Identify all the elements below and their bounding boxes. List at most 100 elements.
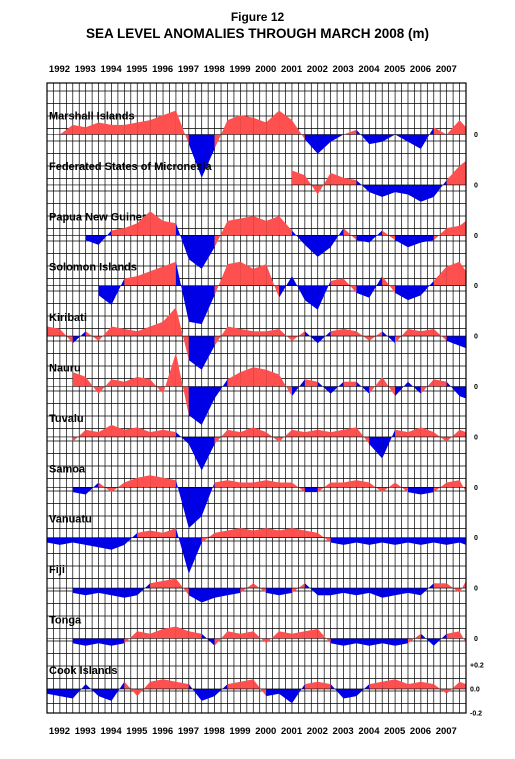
anomaly-area bbox=[459, 429, 466, 437]
anomaly-area bbox=[227, 588, 241, 596]
anomaly-area bbox=[111, 424, 125, 437]
anomaly-area bbox=[395, 537, 408, 545]
anomaly-area bbox=[240, 482, 254, 488]
anomaly-area bbox=[407, 235, 421, 248]
anomaly-area bbox=[137, 583, 151, 596]
anomaly-area bbox=[343, 328, 357, 337]
anomaly-area bbox=[214, 379, 228, 399]
panel-papua-new-guinea: Papua New Guinea 0 bbox=[47, 211, 478, 269]
anomaly-area bbox=[382, 134, 396, 142]
anomaly-area bbox=[201, 688, 215, 701]
anomaly-area bbox=[369, 588, 383, 598]
anomaly-area bbox=[420, 537, 434, 545]
anomaly-area bbox=[279, 631, 292, 639]
x-tick-label: 1998 bbox=[204, 726, 225, 737]
anomaly-area bbox=[253, 679, 267, 697]
anomaly-area bbox=[163, 477, 176, 488]
anomaly-area bbox=[214, 530, 228, 538]
x-tick-label: 2007 bbox=[436, 64, 457, 75]
chart-title: SEA LEVEL ANOMALIES THROUGH MARCH 2008 (… bbox=[85, 26, 430, 41]
anomaly-area bbox=[304, 134, 318, 154]
anomaly-area bbox=[253, 216, 267, 236]
anomaly-area bbox=[137, 120, 151, 135]
panel-nauru: Nauru 0 bbox=[47, 352, 478, 425]
panel-fiji: Fiji 0 bbox=[47, 564, 478, 603]
anomaly-area bbox=[175, 110, 189, 145]
x-tick-label: 1992 bbox=[49, 64, 70, 75]
anomaly-area bbox=[137, 530, 151, 538]
anomaly-area bbox=[420, 633, 434, 646]
anomaly-area bbox=[59, 688, 73, 699]
anomaly-area bbox=[188, 537, 202, 574]
anomaly-area bbox=[150, 211, 164, 236]
anomaly-area bbox=[85, 588, 99, 596]
anomaly-area bbox=[279, 328, 292, 341]
anomaly-area bbox=[253, 367, 267, 387]
anomaly-area bbox=[188, 386, 202, 425]
anomaly-area bbox=[98, 326, 112, 341]
anomaly-area bbox=[407, 588, 421, 596]
panel-zero-label: 0 bbox=[474, 636, 478, 643]
anomaly-area bbox=[85, 235, 99, 245]
anomaly-area bbox=[291, 528, 305, 538]
anomaly-area bbox=[175, 352, 189, 416]
x-tick-label: 2004 bbox=[358, 64, 380, 75]
anomaly-area bbox=[279, 688, 292, 704]
anomaly-area bbox=[459, 537, 466, 545]
panel-zero-label: 0 bbox=[474, 485, 478, 492]
anomaly-area bbox=[227, 631, 241, 639]
anomaly-area bbox=[59, 124, 73, 135]
anomaly-area bbox=[446, 381, 460, 397]
x-tick-label: 2005 bbox=[384, 726, 406, 737]
anomaly-area bbox=[137, 427, 151, 437]
anomaly-area bbox=[330, 381, 344, 394]
anomaly-area bbox=[433, 328, 447, 341]
anomaly-area bbox=[369, 681, 383, 689]
anomaly-area bbox=[201, 235, 215, 269]
anomaly-area bbox=[304, 628, 318, 639]
anomaly-area bbox=[137, 376, 151, 387]
anomaly-area bbox=[382, 276, 396, 293]
anomaly-area bbox=[459, 386, 466, 399]
anomaly-area bbox=[188, 684, 202, 701]
anomaly-area bbox=[420, 487, 434, 495]
anomaly-area bbox=[175, 223, 189, 260]
anomaly-area bbox=[214, 588, 228, 598]
anomaly-area bbox=[111, 537, 125, 550]
anomaly-area bbox=[227, 480, 241, 488]
anomaly-area bbox=[395, 588, 408, 596]
anomaly-area bbox=[304, 379, 318, 387]
anomaly-area bbox=[446, 225, 460, 236]
anomaly-area bbox=[304, 235, 318, 257]
anomaly-area bbox=[317, 331, 331, 344]
x-axis-bottom: 1992 1993 1994 1995 1996 1997 1998 1999 2000 2001… bbox=[49, 726, 457, 737]
anomaly-area bbox=[201, 285, 215, 325]
anomaly-area bbox=[433, 180, 447, 197]
anomaly-area bbox=[266, 328, 280, 337]
anomaly-area bbox=[111, 379, 125, 387]
anomaly-area bbox=[240, 679, 254, 689]
series-label: Solomon Islands bbox=[49, 262, 137, 274]
anomaly-area bbox=[175, 528, 189, 574]
anomaly-area bbox=[279, 528, 292, 538]
anomaly-area bbox=[459, 580, 466, 593]
anomaly-area bbox=[459, 261, 466, 286]
anomaly-area bbox=[111, 326, 125, 337]
panel-marshall-islands: Marshall Islands 0 bbox=[47, 110, 478, 178]
anomaly-area bbox=[111, 228, 125, 236]
anomaly-area bbox=[266, 264, 280, 298]
anomaly-area bbox=[291, 230, 305, 245]
anomaly-area bbox=[124, 376, 138, 387]
anomaly-area bbox=[343, 537, 357, 545]
anomaly-area bbox=[188, 436, 202, 471]
anomaly-area bbox=[240, 427, 254, 437]
anomaly-area bbox=[137, 326, 151, 337]
anomaly-area bbox=[240, 216, 254, 236]
anomaly-area bbox=[446, 165, 460, 185]
series-label: Samoa bbox=[49, 463, 86, 475]
anomaly-area bbox=[253, 117, 267, 135]
anomaly-area bbox=[433, 266, 447, 286]
anomaly-area bbox=[266, 528, 280, 538]
series-label: Nauru bbox=[49, 363, 81, 375]
anomaly-area bbox=[111, 681, 125, 701]
